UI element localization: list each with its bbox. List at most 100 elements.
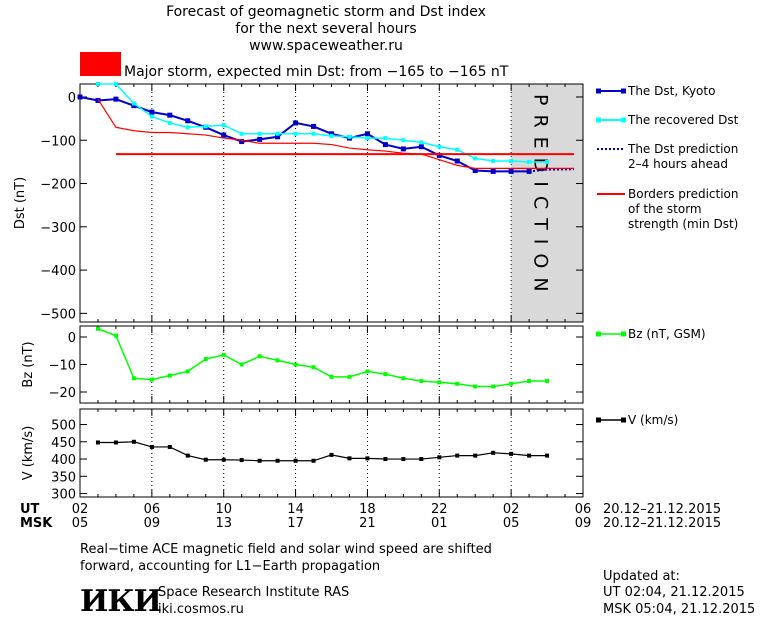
series-recovered-dst-point: [131, 101, 136, 106]
legend-marker: [621, 331, 626, 337]
legend-label: The recovered Dst: [627, 113, 739, 127]
msk-date-range: 20.12–21.12.2015: [603, 516, 721, 531]
series-dst-kyoto-point: [131, 103, 137, 109]
y-tick-label: 300: [51, 488, 76, 503]
prediction-band: [511, 84, 583, 322]
series-dst-kyoto-point: [149, 109, 155, 115]
y-axis-label: V (km/s): [21, 426, 36, 481]
series-dst-kyoto-point: [239, 139, 245, 145]
series-v-point: [185, 453, 190, 458]
series-bz-point: [239, 362, 244, 367]
series-v-point: [203, 457, 208, 462]
series-bz-point: [311, 365, 316, 370]
series-v-line: [97, 441, 548, 462]
series-v-point: [329, 452, 334, 457]
series-v-point: [293, 458, 298, 463]
series-recovered-dst-point: [239, 131, 244, 136]
series-recovered-dst-point: [221, 123, 226, 128]
series-v-point: [95, 440, 100, 445]
msk-tick-label: 13: [215, 516, 232, 531]
series-dst-kyoto-point: [311, 123, 317, 129]
series-v-point: [509, 451, 514, 456]
series-recovered-dst-point: [275, 131, 280, 136]
time-axis: UT MSK 20.12–21.12.2015 20.12–21.12.2015…: [20, 502, 721, 531]
y-tick-label: −500: [40, 307, 76, 322]
series-v-point: [437, 455, 442, 460]
dst-panel: PREDICTION 0 −100 −200 −300 −400 −500 Dst (nT) T…: [13, 82, 739, 323]
panel-frame: [79, 83, 584, 323]
series-bz-point: [149, 377, 154, 382]
panel-frame: [79, 325, 584, 404]
msk-tick-label: 05: [503, 516, 520, 531]
storm-level-swatch: [80, 52, 121, 76]
series-bz-point: [455, 381, 460, 386]
y-tick-label: −300: [40, 221, 76, 236]
series-bz-point: [545, 379, 550, 383]
series-recovered-dst-point: [365, 136, 370, 141]
series-dst-kyoto-point: [77, 94, 83, 100]
series-v-point: [455, 453, 460, 458]
series-v-point: [527, 453, 532, 458]
legend-label: V (km/s): [628, 413, 678, 427]
y-tick-label: 400: [51, 453, 76, 468]
msk-tick-label: 17: [287, 516, 304, 531]
y-tick-label: −10: [49, 359, 76, 374]
series-recovered-dst-point: [95, 82, 100, 86]
legend-marker: [621, 117, 626, 123]
ut-tick-label: 02: [72, 502, 89, 517]
series-bz-point: [95, 326, 100, 331]
series-dst-kyoto-point: [508, 168, 514, 174]
msk-axis-label: MSK: [20, 516, 53, 531]
series-v-point: [473, 453, 478, 458]
series-dst-kyoto-point: [436, 152, 442, 158]
series-recovered-dst-point: [401, 138, 406, 143]
ut-tick-label: 10: [215, 502, 232, 517]
chart-title-line2: for the next several hours: [235, 21, 416, 37]
ut-date-range: 20.12–21.12.2015: [603, 502, 721, 517]
legend-label: The Dst, Kyoto: [627, 84, 715, 98]
ut-axis-label: UT: [20, 502, 40, 517]
institute-site-link[interactable]: iki.cosmos.ru: [158, 602, 244, 617]
legend-label: 2–4 hours ahead: [628, 157, 728, 171]
series-bz-point: [203, 357, 208, 361]
series-v-point: [491, 450, 496, 455]
series-recovered-dst-point: [419, 140, 424, 145]
series-recovered-dst-point: [149, 114, 154, 119]
series-bz-point: [167, 373, 172, 378]
chart-title-site: www.spaceweather.ru: [249, 38, 403, 54]
msk-tick-label: 09: [575, 516, 592, 531]
legend-marker: [596, 331, 601, 337]
series-v-point: [545, 453, 550, 458]
updated-ut: UT 02:04, 21.12.2015: [603, 585, 745, 600]
y-tick-label: 0: [68, 331, 76, 346]
series-bz-point: [419, 379, 424, 383]
legend-marker: [621, 88, 626, 94]
series-bz-point: [365, 369, 370, 374]
series-dst-kyoto-point: [454, 158, 460, 164]
ut-tick-label: 22: [431, 502, 448, 517]
series-recovered-dst-point: [473, 156, 478, 161]
y-tick-label: 0: [68, 91, 76, 106]
legend-label: Borders prediction: [628, 187, 739, 201]
series-bz-point: [329, 374, 334, 379]
chart-title-line1: Forecast of geomagnetic storm and Dst in…: [166, 4, 486, 20]
series-recovered-dst-point: [545, 159, 550, 164]
series-v-point: [149, 444, 154, 449]
series-dst-kyoto-point: [293, 120, 299, 126]
series-v-point: [239, 458, 244, 463]
series-bz-point: [527, 379, 532, 383]
series-recovered-dst-point: [311, 131, 316, 136]
series-dst-kyoto-point: [382, 142, 388, 148]
series-bz-point: [401, 376, 406, 381]
v-panel: 500 450 400 350 300 V (km/s) V (km/s): [21, 408, 678, 503]
legend-marker: [596, 417, 601, 423]
legend-label: of the storm: [628, 202, 702, 216]
series-dst-kyoto-point: [167, 112, 173, 118]
y-tick-label: 450: [51, 436, 76, 451]
series-v-point: [347, 456, 352, 461]
series-v-point: [131, 439, 136, 444]
series-recovered-dst-point: [491, 159, 496, 164]
series-dst-kyoto-point: [275, 134, 281, 140]
series-recovered-dst-line: [97, 83, 548, 163]
